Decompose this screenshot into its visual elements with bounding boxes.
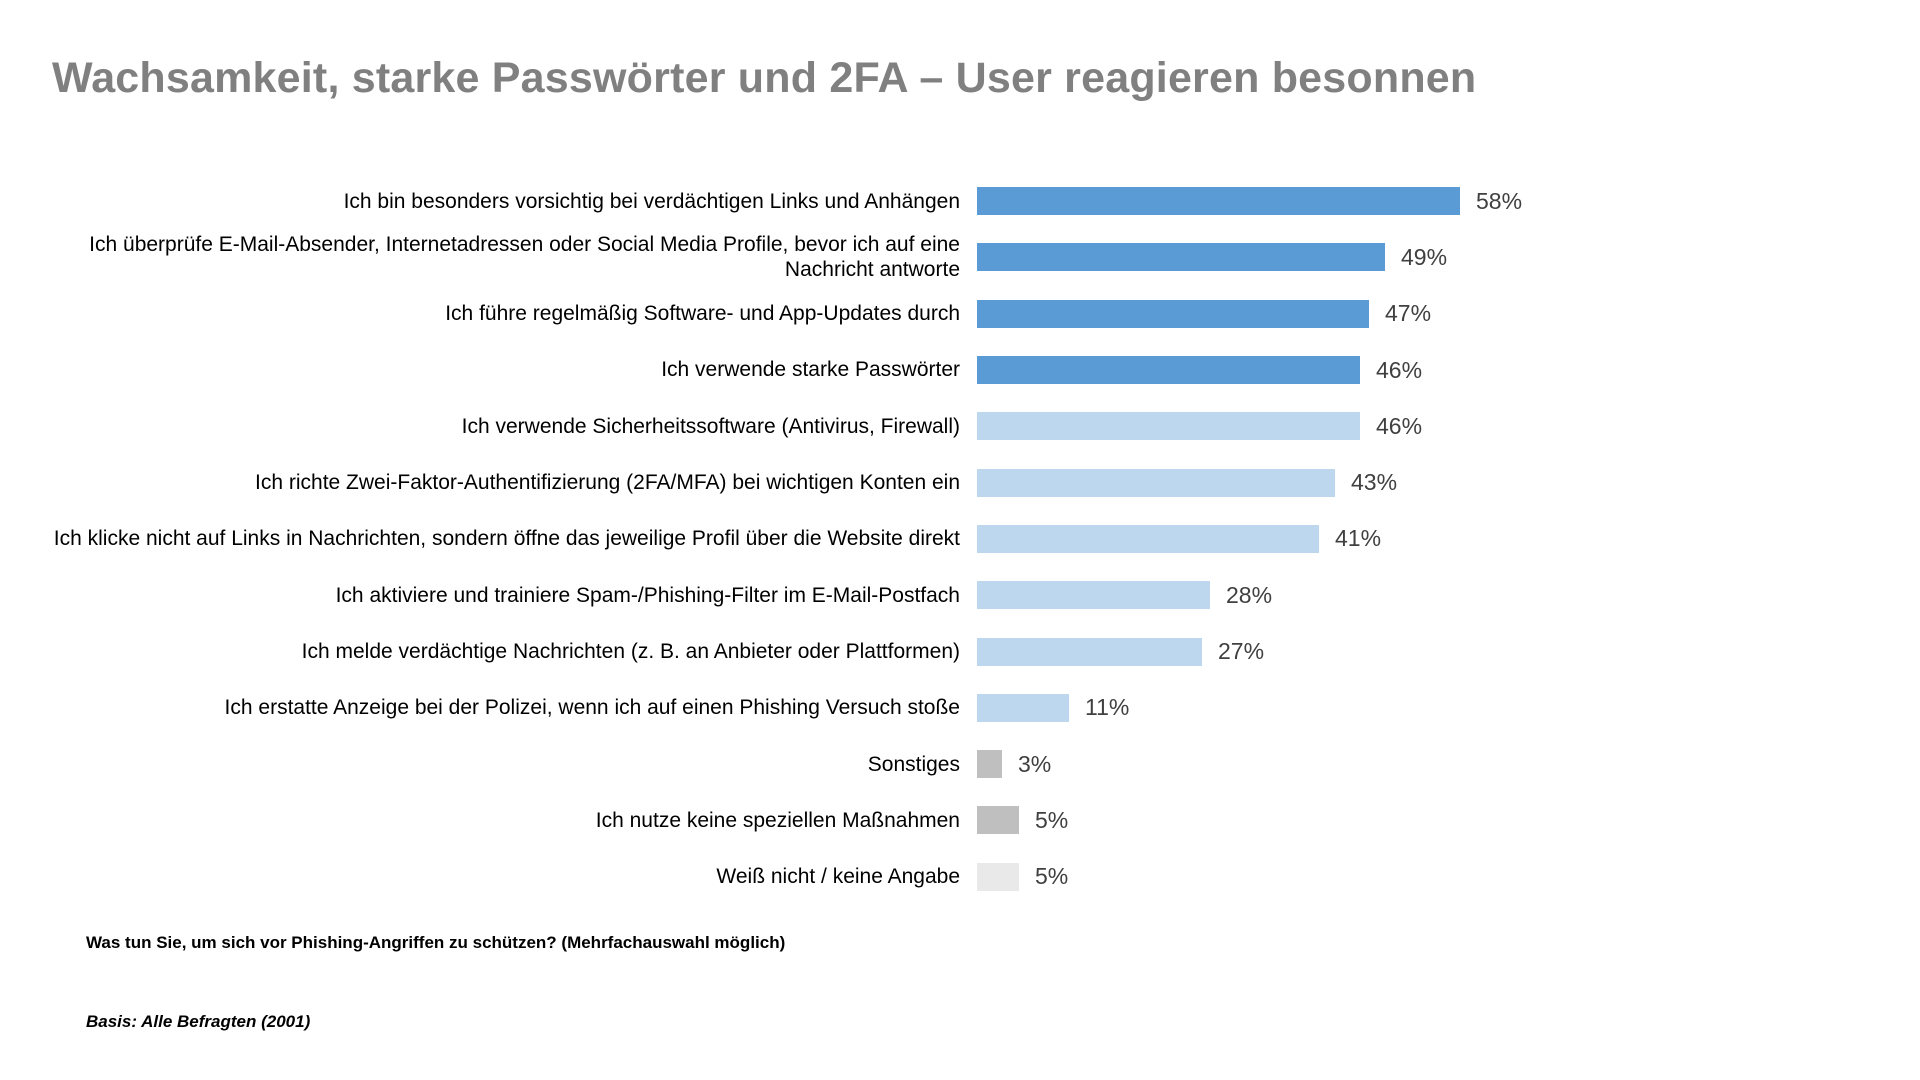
chart-row: Ich melde verdächtige Nachrichten (z. B.… xyxy=(0,623,1920,679)
category-label: Ich aktiviere und trainiere Spam-/Phishi… xyxy=(335,583,960,607)
bar xyxy=(977,468,1335,497)
chart-row: Ich überprüfe E-Mail-Absender, Interneta… xyxy=(0,229,1920,285)
category-label: Ich klicke nicht auf Links in Nachrichte… xyxy=(53,527,960,551)
value-label: 46% xyxy=(1376,412,1423,439)
category-label: Ich verwende Sicherheitssoftware (Antivi… xyxy=(461,414,960,438)
bar-rows: Ich bin besonders vorsichtig bei verdäch… xyxy=(0,173,1920,905)
category-label: Ich überprüfe E-Mail-Absender, Interneta… xyxy=(89,233,960,282)
value-label: 46% xyxy=(1376,356,1423,383)
bar-track: 28% xyxy=(977,581,1920,610)
value-label: 41% xyxy=(1335,525,1382,552)
bar xyxy=(977,693,1069,722)
bar-track: 46% xyxy=(977,356,1920,385)
bar-track: 27% xyxy=(977,637,1920,666)
bar xyxy=(977,356,1360,385)
value-label: 47% xyxy=(1385,300,1432,327)
bar xyxy=(977,299,1369,328)
chart-row: Weiß nicht / keine Angabe 5% xyxy=(0,849,1920,905)
chart-row: Ich erstatte Anzeige bei der Polizei, we… xyxy=(0,680,1920,736)
bar-chart: Ich bin besonders vorsichtig bei verdäch… xyxy=(0,173,1920,905)
chart-row: Ich aktiviere und trainiere Spam-/Phishi… xyxy=(0,567,1920,623)
survey-question: Was tun Sie, um sich vor Phishing-Angrif… xyxy=(86,933,786,952)
category-label: Ich richte Zwei-Faktor-Authentifizierung… xyxy=(255,471,960,495)
bar-track: 43% xyxy=(977,468,1920,497)
value-label: 5% xyxy=(1035,863,1069,890)
value-label: 43% xyxy=(1351,469,1398,496)
bar-track: 46% xyxy=(977,412,1920,441)
bar xyxy=(977,750,1002,779)
value-label: 58% xyxy=(1476,187,1523,214)
chart-row: Ich nutze keine speziellen Maßnahmen 5% xyxy=(0,792,1920,848)
bar-track: 5% xyxy=(977,862,1920,891)
category-label: Sonstiges xyxy=(867,752,960,776)
sample-basis: Basis: Alle Befragten (2001) xyxy=(86,1012,311,1031)
chart-row: Ich verwende Sicherheitssoftware (Antivi… xyxy=(0,398,1920,454)
chart-row: Ich richte Zwei-Faktor-Authentifizierung… xyxy=(0,454,1920,510)
bar-track: 5% xyxy=(977,806,1920,835)
bar-track: 49% xyxy=(977,243,1920,272)
bar-track: 47% xyxy=(977,299,1920,328)
value-label: 11% xyxy=(1085,694,1130,721)
category-label: Weiß nicht / keine Angabe xyxy=(716,865,960,889)
value-label: 28% xyxy=(1226,581,1273,608)
bar xyxy=(977,524,1319,553)
bar xyxy=(977,862,1019,891)
bar xyxy=(977,187,1460,216)
chart-row: Ich führe regelmäßig Software- und App-U… xyxy=(0,286,1920,342)
value-label: 49% xyxy=(1401,243,1448,270)
value-label: 27% xyxy=(1218,638,1265,665)
chart-row: Sonstiges 3% xyxy=(0,736,1920,792)
chart-row: Ich klicke nicht auf Links in Nachrichte… xyxy=(0,511,1920,567)
bar-track: 11% xyxy=(977,693,1920,722)
category-label: Ich melde verdächtige Nachrichten (z. B.… xyxy=(301,639,960,663)
page-title: Wachsamkeit, starke Passwörter und 2FA –… xyxy=(52,54,1477,102)
bar xyxy=(977,637,1202,666)
bar xyxy=(977,581,1210,610)
bar xyxy=(977,806,1019,835)
bar-track: 41% xyxy=(977,524,1920,553)
chart-row: Ich bin besonders vorsichtig bei verdäch… xyxy=(0,173,1920,229)
chart-row: Ich verwende starke Passwörter 46% xyxy=(0,342,1920,398)
category-label: Ich verwende starke Passwörter xyxy=(661,358,960,382)
category-label: Ich führe regelmäßig Software- und App-U… xyxy=(445,302,960,326)
bar-track: 58% xyxy=(977,187,1920,216)
bar xyxy=(977,412,1360,441)
category-label: Ich erstatte Anzeige bei der Polizei, we… xyxy=(224,696,960,720)
category-label: Ich nutze keine speziellen Maßnahmen xyxy=(595,808,960,832)
category-label: Ich bin besonders vorsichtig bei verdäch… xyxy=(343,189,960,213)
value-label: 5% xyxy=(1035,806,1069,833)
value-label: 3% xyxy=(1018,750,1052,777)
bar xyxy=(977,243,1385,272)
bar-track: 3% xyxy=(977,750,1920,779)
